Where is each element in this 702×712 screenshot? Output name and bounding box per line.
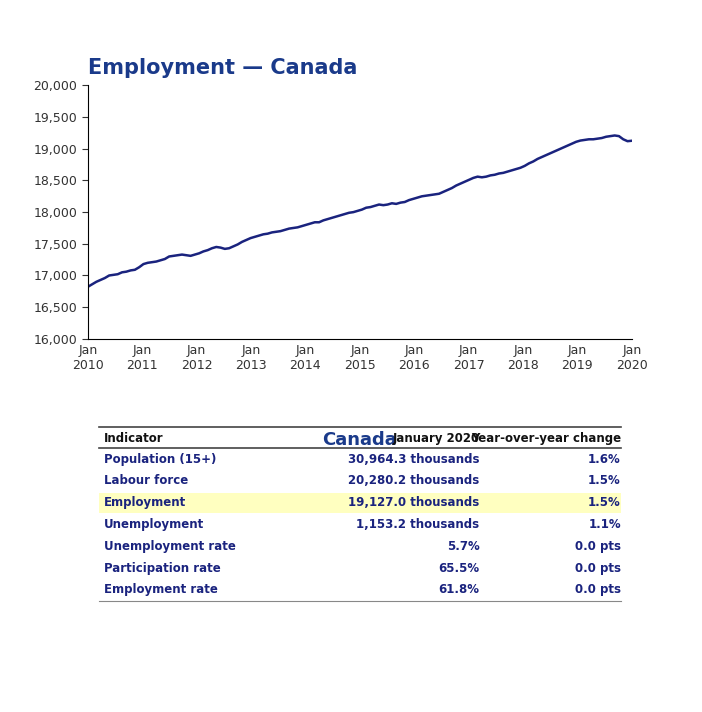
Text: 20,280.2 thousands: 20,280.2 thousands bbox=[348, 474, 479, 488]
Text: Canada: Canada bbox=[322, 431, 397, 449]
Text: 1,153.2 thousands: 1,153.2 thousands bbox=[357, 518, 479, 531]
Text: 0.0 pts: 0.0 pts bbox=[575, 562, 621, 575]
Text: Participation rate: Participation rate bbox=[104, 562, 221, 575]
Text: Employment — Canada: Employment — Canada bbox=[88, 58, 357, 78]
Text: January 2020: January 2020 bbox=[392, 432, 479, 445]
FancyBboxPatch shape bbox=[98, 493, 621, 513]
Text: 1.6%: 1.6% bbox=[588, 453, 621, 466]
Text: 65.5%: 65.5% bbox=[438, 562, 479, 575]
Text: Unemployment: Unemployment bbox=[104, 518, 204, 531]
Text: 30,964.3 thousands: 30,964.3 thousands bbox=[348, 453, 479, 466]
Text: 19,127.0 thousands: 19,127.0 thousands bbox=[348, 496, 479, 509]
Text: 1.5%: 1.5% bbox=[588, 496, 621, 509]
Text: 0.0 pts: 0.0 pts bbox=[575, 583, 621, 596]
Text: 5.7%: 5.7% bbox=[446, 540, 479, 553]
Text: 0.0 pts: 0.0 pts bbox=[575, 540, 621, 553]
Text: Employment: Employment bbox=[104, 496, 186, 509]
Text: Year-over-year change: Year-over-year change bbox=[471, 432, 621, 445]
Text: Unemployment rate: Unemployment rate bbox=[104, 540, 236, 553]
Text: 61.8%: 61.8% bbox=[439, 583, 479, 596]
Text: Labour force: Labour force bbox=[104, 474, 188, 488]
Text: Employment rate: Employment rate bbox=[104, 583, 218, 596]
Text: 1.1%: 1.1% bbox=[588, 518, 621, 531]
Text: Population (15+): Population (15+) bbox=[104, 453, 216, 466]
Text: 1.5%: 1.5% bbox=[588, 474, 621, 488]
Text: Indicator: Indicator bbox=[104, 432, 164, 445]
